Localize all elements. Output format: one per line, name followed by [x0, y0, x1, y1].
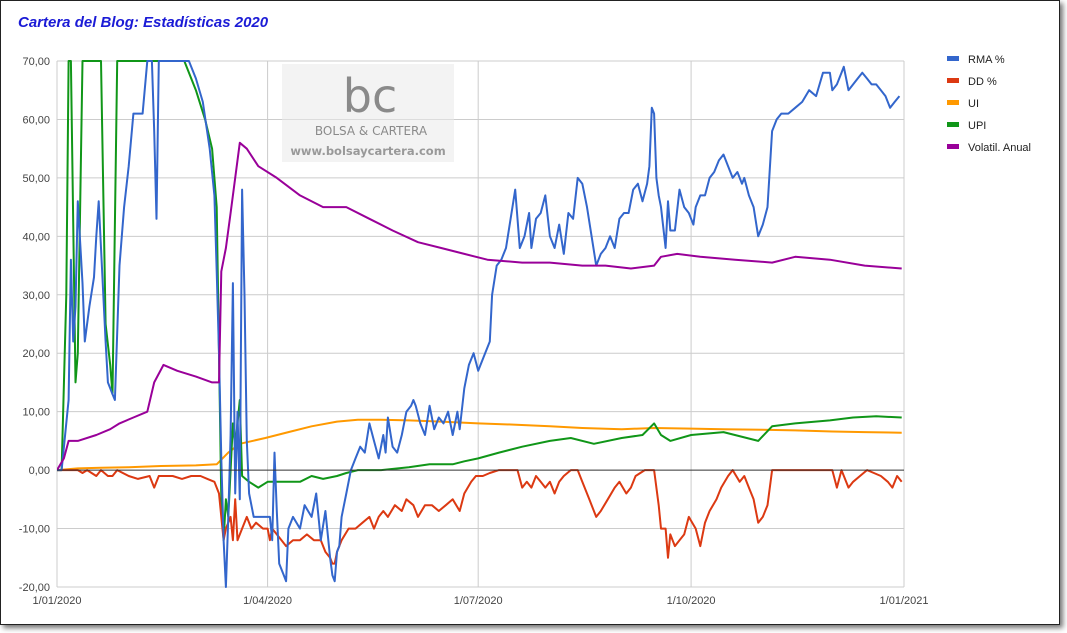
series-line-volatil-anual — [57, 141, 902, 471]
watermark-logo: bc — [343, 69, 398, 123]
legend-swatch — [947, 100, 959, 105]
series-line-rma — [57, 60, 901, 588]
y-tick-label: 40,00 — [22, 231, 50, 243]
series — [57, 60, 903, 588]
y-tick-label: 10,00 — [22, 407, 50, 419]
legend-swatch — [947, 56, 959, 61]
grid — [56, 60, 905, 588]
legend-swatch — [947, 122, 959, 127]
watermark-name: BOLSA & CARTERA — [315, 124, 428, 138]
x-tick-label: 1/01/2021 — [880, 595, 929, 607]
legend-label: UI — [968, 98, 979, 110]
watermark-background — [282, 64, 454, 162]
legend-swatch — [947, 144, 959, 149]
legend-label: RMA % — [968, 54, 1005, 66]
y-tick-label: 30,00 — [22, 290, 50, 302]
legend-label: DD % — [968, 76, 997, 88]
legend-swatch — [947, 78, 959, 83]
legend-label: UPI — [968, 120, 986, 132]
x-tick-label: 1/10/2020 — [667, 595, 716, 607]
y-tick-label: 0,00 — [29, 465, 50, 477]
series-line-dd — [57, 469, 903, 565]
y-tick-label: 50,00 — [22, 173, 50, 185]
y-tick-label: 70,00 — [22, 56, 50, 68]
series-line-upi — [57, 60, 902, 542]
axes: -20,00 -10,00 0,00 10,00 20,00 30,00 40,00 50,0… — [19, 56, 929, 607]
x-tick-label: 1/04/2020 — [243, 595, 292, 607]
watermark-url: www.bolsaycartera.com — [290, 144, 445, 158]
x-tick-label: 1/01/2020 — [33, 595, 82, 607]
y-tick-label: -10,00 — [19, 524, 50, 536]
y-tick-label: 20,00 — [22, 348, 50, 360]
legend: RMA % DD % UI UPI Volatil. Anual — [947, 54, 1031, 154]
series-line-ui — [57, 418, 902, 472]
y-tick-label: 60,00 — [22, 114, 50, 126]
watermark: bc BOLSA & CARTERA www.bolsaycartera.com — [282, 64, 454, 162]
chart-title: Cartera del Blog: Estadísticas 2020 — [18, 14, 269, 31]
y-tick-label: -20,00 — [19, 582, 50, 594]
x-tick-label: 1/07/2020 — [454, 595, 503, 607]
legend-label: Volatil. Anual — [968, 142, 1031, 154]
